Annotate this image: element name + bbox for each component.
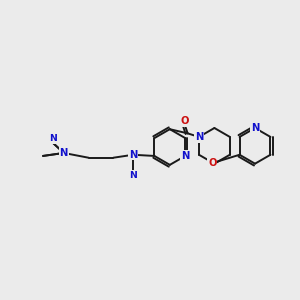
Text: N: N	[181, 151, 189, 161]
Text: N: N	[251, 123, 259, 133]
Text: O: O	[180, 116, 189, 127]
Text: N: N	[60, 148, 68, 158]
Text: N: N	[129, 171, 137, 180]
Text: O: O	[208, 158, 217, 168]
Text: N: N	[195, 132, 203, 142]
Text: N: N	[49, 134, 57, 143]
Text: N: N	[129, 150, 137, 160]
